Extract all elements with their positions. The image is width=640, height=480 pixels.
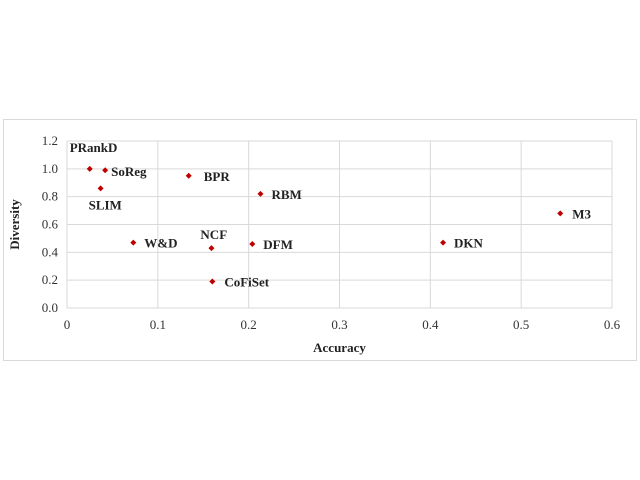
y-tick-label: 0.2 <box>42 272 58 287</box>
x-tick-label: 0.3 <box>331 317 347 332</box>
x-tick-label: 0.4 <box>422 317 439 332</box>
grid-lines <box>66 140 613 309</box>
point-label: BPR <box>204 169 231 184</box>
data-point <box>130 239 137 246</box>
data-point <box>97 185 104 192</box>
data-points <box>86 165 564 285</box>
data-point <box>249 240 256 247</box>
data-point <box>208 245 215 252</box>
y-tick-label: 1.2 <box>42 133 58 148</box>
point-label: M3 <box>572 206 591 221</box>
point-label: RBM <box>271 187 301 202</box>
x-tick-label: 0.1 <box>150 317 166 332</box>
x-tick-label: 0.6 <box>604 317 621 332</box>
data-point <box>102 167 109 174</box>
point-label: W&D <box>144 236 177 251</box>
x-tick-label: 0 <box>64 317 71 332</box>
data-point <box>86 165 93 172</box>
point-label: CoFiSet <box>224 275 269 290</box>
point-label: DKN <box>454 236 484 251</box>
chart-frame <box>3 119 637 361</box>
y-tick-label: 0.8 <box>42 189 58 204</box>
point-label: SoReg <box>111 164 147 179</box>
data-point <box>209 278 216 285</box>
x-axis-title: Accuracy <box>313 340 366 355</box>
data-point <box>557 210 564 217</box>
point-label: NCF <box>200 227 227 242</box>
point-label: PRankD <box>70 140 118 155</box>
x-tick-label: 0.5 <box>513 317 529 332</box>
x-tick-label: 0.2 <box>241 317 257 332</box>
y-tick-label: 0.4 <box>42 244 59 259</box>
point-label: SLIM <box>89 197 122 212</box>
data-point <box>185 172 192 179</box>
y-tick-label: 0.0 <box>42 300 58 315</box>
tick-labels: 0.0 0.2 0.4 0.6 0.8 1.0 1.2 0 0.1 0.2 0.3 0.4 0.5 0.6 <box>42 133 621 332</box>
y-tick-label: 0.6 <box>42 217 59 232</box>
point-label: DFM <box>263 237 293 252</box>
data-point <box>440 239 447 246</box>
point-labels: PRankD SoReg SLIM BPR RBM W&D NCF DFM CoFiSet DKN… <box>70 140 592 290</box>
y-axis-title: Diversity <box>7 199 22 250</box>
y-tick-label: 1.0 <box>42 161 58 176</box>
data-point <box>257 190 264 197</box>
